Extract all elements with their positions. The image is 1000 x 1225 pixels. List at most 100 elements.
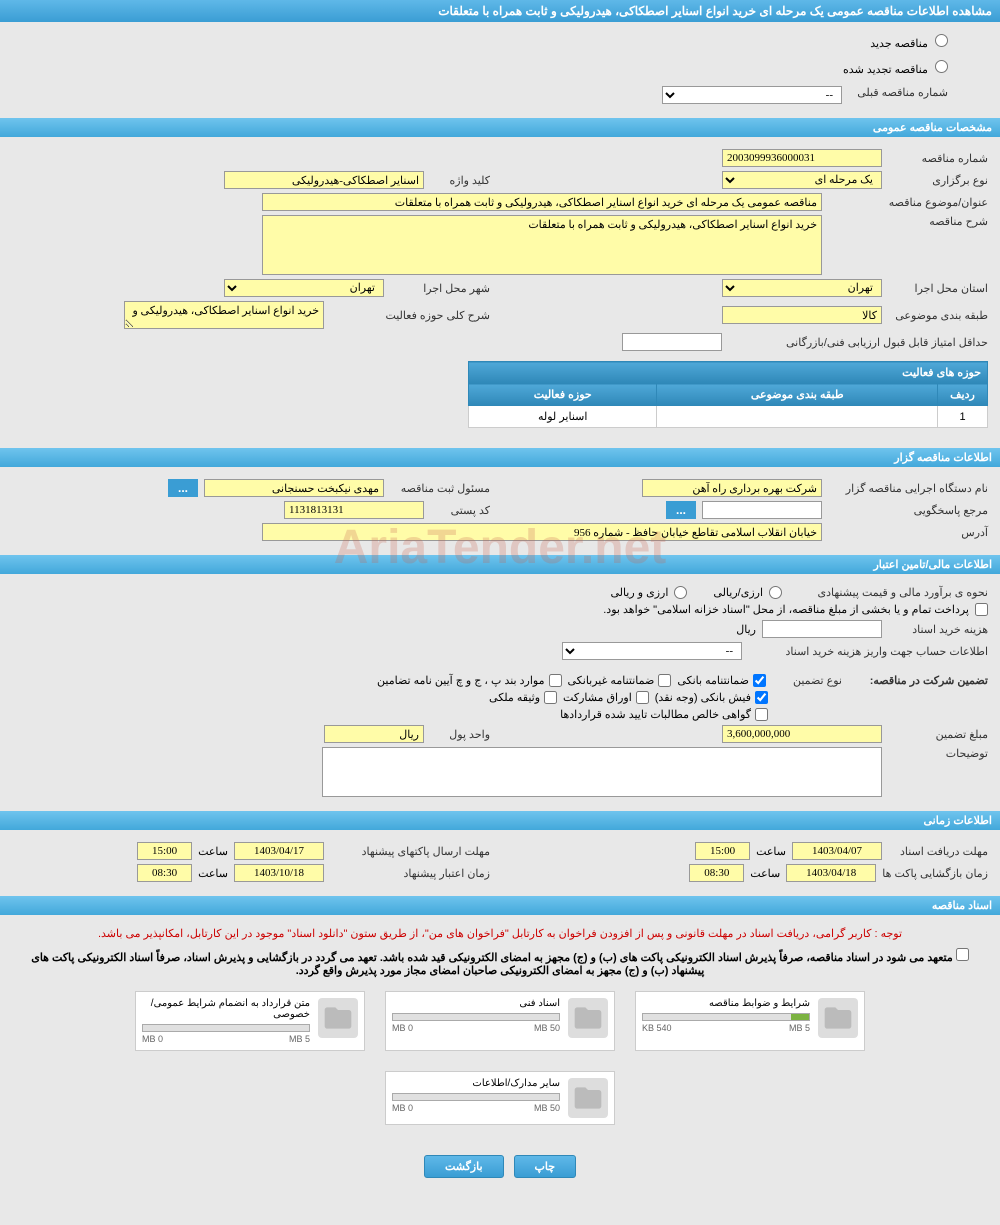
type-select[interactable]: یک مرحله ای	[722, 171, 882, 189]
notes-textarea[interactable]	[322, 747, 882, 797]
tender-number-label: شماره مناقصه	[888, 152, 988, 165]
tender-number-input[interactable]	[722, 149, 882, 167]
radio-currency-both[interactable]	[674, 586, 687, 599]
doc-max: 50 MB	[534, 1023, 560, 1033]
address-input[interactable]	[262, 523, 822, 541]
doc-cost-input[interactable]	[762, 620, 882, 638]
time-label-3: ساعت	[750, 867, 780, 880]
table-row: 1 اسنایر لوله	[469, 406, 988, 428]
folder-icon	[318, 998, 358, 1038]
notes-label: توضیحات	[888, 747, 988, 760]
documents-grid: شرایط و ضوابط مناقصه 5 MB 540 KB اسناد فن…	[12, 991, 988, 1125]
guarantee-type-label: نوع تضمین	[772, 674, 842, 687]
unit-label: واحد پول	[430, 728, 490, 741]
folder-icon	[568, 998, 608, 1038]
row-act: اسنایر لوله	[469, 406, 657, 428]
doc-card[interactable]: سایر مدارک/اطلاعات 50 MB0 MB	[385, 1071, 615, 1125]
doc-used: 540 KB	[642, 1023, 672, 1033]
folder-icon	[818, 998, 858, 1038]
doc-max: 5 MB	[789, 1023, 810, 1033]
contact-label: مرجع پاسخگویی	[828, 504, 988, 517]
print-button[interactable]: چاپ	[514, 1155, 577, 1178]
treasury-checkbox[interactable]	[975, 603, 988, 616]
opening-date-input[interactable]	[786, 864, 876, 882]
doc-card[interactable]: متن قرارداد به انضمام شرایط عمومی/خصوصی …	[135, 991, 365, 1051]
account-label: اطلاعات حساب جهت واریز هزینه خرید اسناد	[748, 645, 988, 658]
unit-input[interactable]	[324, 725, 424, 743]
radio-renewed-tender[interactable]	[935, 60, 948, 73]
section-organizer: اطلاعات مناقصه گزار	[0, 448, 1000, 467]
responsible-lookup-button[interactable]: ...	[168, 479, 198, 497]
receive-time-input[interactable]	[695, 842, 750, 860]
activity-table: حوزه های فعالیت ردیف طبقه بندی موضوعی حو…	[468, 361, 988, 428]
postal-label: کد پستی	[430, 504, 490, 517]
validity-date-input[interactable]	[234, 864, 324, 882]
section-timing: اطلاعات زمانی	[0, 811, 1000, 830]
validity-label: زمان اعتبار پیشنهاد	[330, 867, 490, 880]
cb-cash[interactable]	[755, 691, 768, 704]
cb-cert[interactable]	[755, 708, 768, 721]
progress-bar	[392, 1013, 560, 1021]
prev-number-select[interactable]: --	[662, 86, 842, 104]
submit-date-input[interactable]	[234, 842, 324, 860]
cb-cert-label: گواهی خالص مطالبات تایید شده قراردادها	[560, 708, 751, 721]
time-label-4: ساعت	[198, 867, 228, 880]
cb-cases[interactable]	[549, 674, 562, 687]
page-title: مشاهده اطلاعات مناقصه عمومی یک مرحله ای …	[0, 0, 1000, 22]
min-score-input[interactable]	[622, 333, 722, 351]
folder-icon	[568, 1078, 608, 1118]
doc-title: شرایط و ضوابط مناقصه	[642, 998, 810, 1009]
contact-input[interactable]	[702, 501, 822, 519]
doc-title: اسناد فنی	[392, 998, 560, 1009]
cb-bank[interactable]	[753, 674, 766, 687]
min-score-label: حداقل امتیاز قابل قبول ارزیابی فنی/بازرگ…	[728, 336, 988, 349]
amount-input[interactable]	[722, 725, 882, 743]
contact-lookup-button[interactable]: ...	[666, 501, 696, 519]
validity-time-input[interactable]	[137, 864, 192, 882]
treasury-note: پرداخت تمام و یا بخشی از مبلغ مناقصه، از…	[603, 603, 969, 616]
address-label: آدرس	[828, 526, 988, 539]
section-financial: اطلاعات مالی/تامین اعتبار	[0, 555, 1000, 574]
submit-time-input[interactable]	[137, 842, 192, 860]
cb-property[interactable]	[544, 691, 557, 704]
responsible-input[interactable]	[204, 479, 384, 497]
rial-label: ریال	[736, 623, 756, 636]
time-label-2: ساعت	[198, 845, 228, 858]
progress-bar	[642, 1013, 810, 1021]
col-activity: حوزه فعالیت	[469, 384, 657, 406]
desc-textarea[interactable]: خرید انواع اسنایر اصطکاکی، هیدرولیکی و ث…	[262, 215, 822, 275]
doc-used: 0 MB	[142, 1034, 163, 1044]
opening-time-input[interactable]	[689, 864, 744, 882]
doc-max: 5 MB	[289, 1034, 310, 1044]
responsible-label: مسئول ثبت مناقصه	[390, 482, 490, 495]
doc-title: متن قرارداد به انضمام شرایط عمومی/خصوصی	[142, 998, 310, 1020]
category-input[interactable]	[722, 306, 882, 324]
category-label: طبقه بندی موضوعی	[888, 309, 988, 322]
section-documents: اسناد مناقصه	[0, 896, 1000, 915]
submit-deadline-label: مهلت ارسال پاکتهای پیشنهاد	[330, 845, 490, 858]
doc-card[interactable]: اسناد فنی 50 MB0 MB	[385, 991, 615, 1051]
account-select[interactable]: --	[562, 642, 742, 660]
activity-table-title: حوزه های فعالیت	[469, 362, 988, 384]
receive-date-input[interactable]	[792, 842, 882, 860]
radio-new-tender[interactable]	[935, 34, 948, 47]
red-note: توجه : کاربر گرامی، دریافت اسناد در مهلت…	[12, 923, 988, 944]
org-name-input[interactable]	[642, 479, 822, 497]
keyword-input[interactable]	[224, 171, 424, 189]
cb-nonbank[interactable]	[658, 674, 671, 687]
radio-currency-type[interactable]	[769, 586, 782, 599]
guarantee-label: تضمین شرکت در مناقصه:	[848, 674, 988, 687]
activity-desc-textarea[interactable]: خرید انواع اسنایر اصطکاکی، هیدرولیکی و	[124, 301, 324, 329]
commitment-checkbox[interactable]	[956, 948, 969, 961]
cb-stocks[interactable]	[636, 691, 649, 704]
postal-input[interactable]	[284, 501, 424, 519]
back-button[interactable]: بازگشت	[424, 1155, 504, 1178]
province-label: استان محل اجرا	[888, 282, 988, 295]
keyword-label: کلید واژه	[430, 174, 490, 187]
province-select[interactable]: تهران	[722, 279, 882, 297]
col-category: طبقه بندی موضوعی	[657, 384, 938, 406]
subject-input[interactable]	[262, 193, 822, 211]
city-select[interactable]: تهران	[224, 279, 384, 297]
doc-card[interactable]: شرایط و ضوابط مناقصه 5 MB 540 KB	[635, 991, 865, 1051]
cb-cash-label: فیش بانکی (وجه نقد)	[655, 691, 751, 704]
